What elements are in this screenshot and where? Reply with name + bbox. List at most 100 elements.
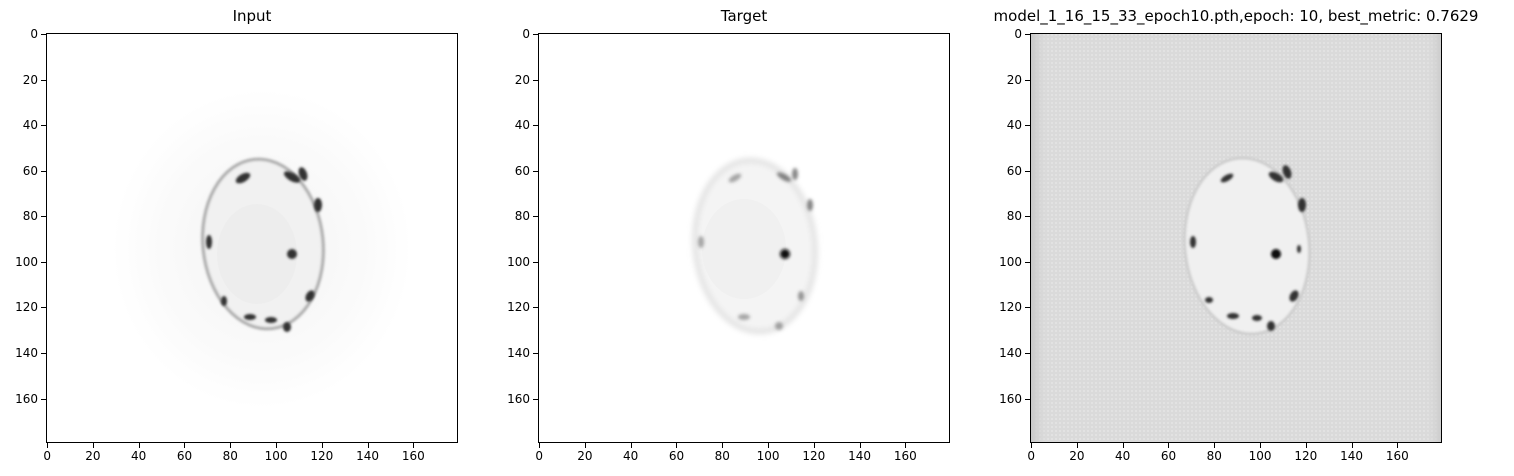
y-tick	[41, 125, 46, 127]
x-tick-label: 40	[1115, 449, 1131, 463]
x-tick	[1122, 443, 1124, 448]
image-frame-target	[538, 33, 950, 443]
y-tick-label: 0	[1014, 27, 1022, 42]
x-tick-label: 40	[131, 449, 147, 463]
x-tick-label: 160	[1385, 449, 1409, 463]
x-tick	[92, 443, 94, 448]
x-tick	[722, 443, 724, 448]
x-tick	[367, 443, 369, 448]
y-tick	[1025, 353, 1030, 355]
y-tick	[533, 307, 538, 309]
y-tick	[533, 261, 538, 263]
x-tick-label: 160	[893, 449, 917, 463]
x-tick	[1214, 443, 1216, 448]
y-tick-label: 140	[507, 346, 530, 361]
y-tick	[41, 34, 46, 36]
panel-title: model_1_16_15_33_epoch10.pth,epoch: 10, …	[993, 7, 1479, 25]
x-tick	[539, 443, 541, 448]
y-tick-label: 20	[1006, 72, 1022, 87]
cell-image-target	[692, 158, 818, 334]
y-tick	[41, 170, 46, 172]
x-tick-label: 100	[264, 449, 288, 463]
y-tick	[533, 398, 538, 400]
y-tick	[533, 34, 538, 36]
x-tick	[768, 443, 770, 448]
x-tick-label: 60	[1160, 449, 1177, 463]
x-tick	[47, 443, 49, 448]
y-tick-label: 20	[22, 72, 38, 87]
y-tick	[41, 261, 46, 263]
y-tick-label: 0	[522, 27, 530, 42]
x-tick	[676, 443, 678, 448]
x-tick-label: 100	[1248, 449, 1272, 463]
y-tick	[1025, 79, 1030, 81]
y-tick-label: 120	[15, 300, 38, 315]
panel-title: Input	[232, 7, 272, 25]
x-tick-label: 60	[668, 449, 685, 463]
y-tick-label: 40	[514, 118, 530, 133]
cell-image-prediction	[1031, 34, 1441, 442]
x-tick	[1031, 443, 1033, 448]
y-tick-label: 100	[999, 254, 1022, 269]
y-tick-label: 140	[15, 346, 38, 361]
y-tick-label: 120	[507, 300, 530, 315]
y-tick-label: 160	[15, 391, 38, 406]
y-tick	[1025, 216, 1030, 218]
y-tick	[533, 216, 538, 218]
y-tick	[1025, 34, 1030, 36]
panel-title: Target	[720, 7, 768, 25]
x-tick	[1168, 443, 1170, 448]
y-tick-label: 120	[999, 300, 1022, 315]
y-tick-label: 160	[507, 391, 530, 406]
y-tick	[533, 79, 538, 81]
x-tick-label: 100	[756, 449, 780, 463]
x-tick	[1076, 443, 1078, 448]
image-frame-prediction	[1030, 33, 1442, 443]
x-tick	[321, 443, 323, 448]
y-tick-label: 40	[1006, 118, 1022, 133]
x-tick	[413, 443, 415, 448]
x-tick-label: 0	[43, 449, 51, 463]
x-tick-label: 80	[714, 449, 730, 463]
x-tick	[1397, 443, 1399, 448]
x-tick-label: 80	[222, 449, 238, 463]
x-tick	[859, 443, 861, 448]
x-tick-label: 120	[1294, 449, 1318, 463]
y-tick-label: 80	[1006, 209, 1022, 224]
y-tick-label: 80	[22, 209, 38, 224]
x-tick-label: 140	[848, 449, 872, 463]
x-tick-label: 20	[85, 449, 101, 463]
y-tick	[533, 353, 538, 355]
x-tick-label: 40	[623, 449, 639, 463]
y-tick	[1025, 307, 1030, 309]
y-tick	[41, 353, 46, 355]
y-tick-label: 20	[514, 72, 530, 87]
y-tick-label: 60	[1006, 163, 1022, 178]
y-tick-label: 60	[514, 163, 530, 178]
x-tick	[230, 443, 232, 448]
y-tick	[1025, 398, 1030, 400]
x-tick-label: 60	[176, 449, 193, 463]
x-tick	[630, 443, 632, 448]
x-tick	[813, 443, 815, 448]
y-tick-label: 140	[999, 346, 1022, 361]
x-tick	[184, 443, 186, 448]
x-tick-label: 0	[1027, 449, 1035, 463]
y-tick	[41, 79, 46, 81]
x-tick	[138, 443, 140, 448]
x-tick	[1260, 443, 1262, 448]
x-tick-label: 0	[535, 449, 543, 463]
y-tick	[1025, 261, 1030, 263]
y-tick-label: 40	[22, 118, 38, 133]
x-tick-label: 20	[577, 449, 593, 463]
y-tick	[533, 125, 538, 127]
y-tick	[41, 216, 46, 218]
x-tick-label: 120	[310, 449, 334, 463]
y-tick-label: 0	[30, 27, 38, 42]
x-tick-label: 160	[401, 449, 425, 463]
cell-image-input	[112, 89, 412, 409]
y-tick-label: 60	[22, 163, 38, 178]
x-tick	[584, 443, 586, 448]
x-tick-label: 80	[1206, 449, 1222, 463]
x-tick-label: 20	[1069, 449, 1085, 463]
